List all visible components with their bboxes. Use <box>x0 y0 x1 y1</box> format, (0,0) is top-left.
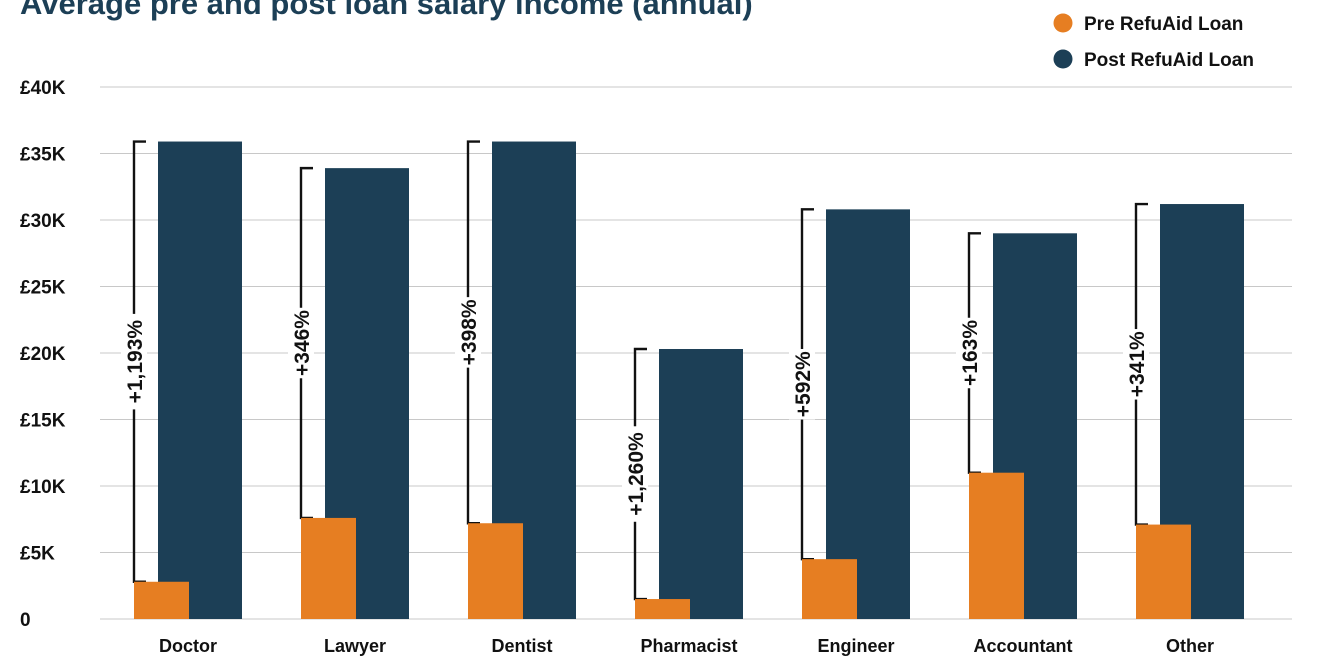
bar-pre-dentist <box>468 523 523 619</box>
change-label: +592% <box>792 351 815 417</box>
y-axis-ticks: 0 £5K £10K £15K £20K £25K £30K £35K £40K <box>20 78 66 631</box>
change-label: +163% <box>959 320 982 386</box>
legend-label-pre: Pre RefuAid Loan <box>1084 14 1243 35</box>
change-label-background <box>288 307 314 379</box>
x-tick-label: Other <box>1166 636 1214 656</box>
x-tick-label: Doctor <box>159 636 217 656</box>
change-label-group: +346% <box>288 307 314 379</box>
change-label-background <box>455 297 481 368</box>
y-tick-label: £40K <box>20 78 66 99</box>
bar-pre-lawyer <box>301 517 356 619</box>
y-tick-label: 0 <box>20 610 31 631</box>
y-tick-label: £35K <box>20 145 66 166</box>
bar-pre-doctor <box>134 581 189 619</box>
change-label-background <box>956 317 982 389</box>
change-label-group: +1,193% <box>121 313 147 410</box>
bar-pre-accountant <box>969 472 1024 619</box>
y-tick-label: £20K <box>20 344 66 365</box>
bar-pre-other <box>1136 524 1191 619</box>
change-label: +1,193% <box>124 320 147 404</box>
bar-post-engineer <box>826 209 910 620</box>
change-label-background <box>622 426 648 522</box>
chart-title: Average pre and post loan salary income … <box>20 0 753 21</box>
x-tick-label: Engineer <box>817 636 894 656</box>
y-tick-label: £25K <box>20 278 66 299</box>
y-tick-label: £30K <box>20 211 66 232</box>
y-tick-label: £10K <box>20 477 66 498</box>
bar-pre-pharmacist <box>635 599 690 619</box>
change-label: +341% <box>1126 331 1149 397</box>
change-label-group: +1,260% <box>622 426 648 522</box>
x-tick-label: Accountant <box>974 636 1073 656</box>
change-label: +346% <box>291 310 314 376</box>
change-label-group: +163% <box>956 317 982 389</box>
legend-label-post: Post RefuAid Loan <box>1084 50 1254 71</box>
change-label-group: +592% <box>789 349 815 420</box>
change-label-background <box>789 349 815 420</box>
change-label-background <box>1123 329 1149 400</box>
change-label-background <box>121 313 147 410</box>
legend: Pre RefuAid Loan Post RefuAid Loan <box>1053 13 1254 71</box>
x-tick-label: Dentist <box>491 636 552 656</box>
x-tick-label: Pharmacist <box>640 636 737 656</box>
y-tick-label: £5K <box>20 544 55 565</box>
change-label: +398% <box>458 299 481 365</box>
change-label-group: +398% <box>455 297 481 368</box>
change-label-group: +341% <box>1123 329 1149 400</box>
legend-marker-pre <box>1053 13 1073 33</box>
legend-marker-post <box>1053 49 1073 69</box>
bars <box>134 141 1244 620</box>
bar-pre-engineer <box>802 559 857 619</box>
bar-post-pharmacist <box>659 349 743 619</box>
change-label: +1,260% <box>625 432 648 516</box>
bar-post-doctor <box>158 141 242 619</box>
y-tick-label: £15K <box>20 411 66 432</box>
x-axis-categories: Doctor Lawyer Dentist Pharmacist Engineer Acc… <box>159 636 1214 656</box>
x-tick-label: Lawyer <box>324 636 386 656</box>
